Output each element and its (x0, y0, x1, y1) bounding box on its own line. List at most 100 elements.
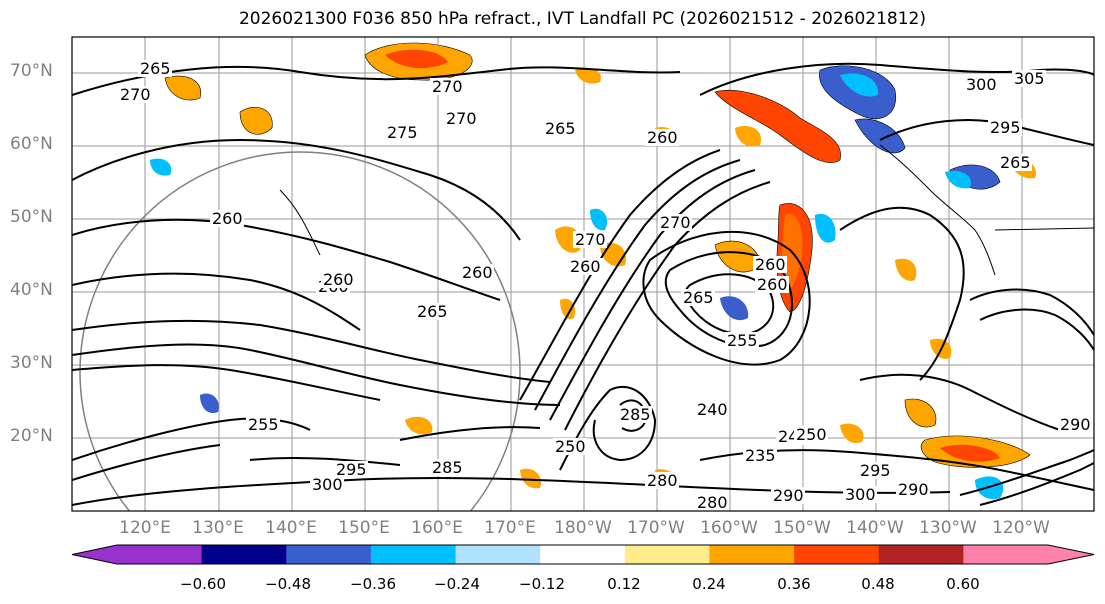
contour-label: 285 (620, 405, 651, 424)
contour-label-background (385, 124, 419, 141)
contour-label-background (1012, 70, 1046, 87)
contour-label-background (553, 438, 587, 455)
contour-label: 270 (432, 77, 463, 96)
contour-label-background (246, 416, 280, 433)
contour-label: 265 (1000, 153, 1031, 172)
lat-label-20n: 20°N (10, 426, 53, 446)
contour-label: 270 (575, 230, 606, 249)
colorbar-tick-label: −0.36 (350, 575, 396, 593)
contour-label: 300 (845, 485, 876, 504)
contour-label: 295 (336, 460, 367, 479)
colorbar-segment (878, 545, 964, 564)
contour-label: 260 (755, 255, 786, 274)
colorbar-tick-label: 0.24 (692, 575, 726, 593)
range-circle (79, 151, 521, 511)
contour-label: 295 (990, 118, 1021, 137)
contour-label: 260 (570, 257, 601, 276)
lon-label-130w: 130°W (919, 518, 977, 538)
contour-label-background (753, 256, 787, 273)
lat-label-60n: 60°N (10, 134, 53, 154)
contour-label-background (334, 461, 368, 478)
colorbar-extension-min (72, 545, 117, 564)
contour-label: 300 (966, 75, 997, 94)
contour-label: 275 (387, 123, 418, 142)
contour-label: 250 (555, 437, 586, 456)
contour-label: 240 (697, 400, 728, 419)
colorbar-segment (624, 545, 710, 564)
lon-label-130e: 130°E (192, 518, 244, 538)
colorbar-tick-label: 0.12 (607, 575, 641, 593)
lon-label-180w: 180°W (554, 518, 612, 538)
lon-label-120e: 120°E (119, 518, 171, 538)
contour-label: 260 (757, 275, 788, 294)
colorbar-outline (71, 544, 1095, 565)
map-frame (71, 36, 1095, 512)
contour-label-background (658, 214, 692, 231)
contour-label: 285 (432, 458, 463, 477)
colorbar-segment (794, 545, 880, 564)
contour-label-background (543, 120, 577, 137)
colorbar-tick-label: −0.24 (434, 575, 480, 593)
contour-label-background (310, 476, 344, 493)
colorbar-segment (540, 545, 626, 564)
lon-label-140w: 140°W (846, 518, 904, 538)
contour-label: 265 (545, 119, 576, 138)
contour-label: 255 (727, 331, 758, 350)
contour-label-background (755, 276, 789, 293)
colorbar-segment (963, 545, 1049, 564)
colorbar-segment (286, 545, 372, 564)
lon-label-160w: 160°W (700, 518, 758, 538)
colorbar-segment (455, 545, 541, 564)
colorbar-tick-label: −0.60 (180, 575, 226, 593)
contour-label-background (681, 289, 715, 306)
contour-label-background (743, 447, 777, 464)
contour-label: 265 (683, 288, 714, 307)
contour-label-background (573, 231, 607, 248)
contour-label-background (725, 332, 759, 349)
contour-label-background (771, 487, 805, 504)
contour-label: 265 (417, 302, 448, 321)
contour-label-background (618, 406, 652, 423)
contour-label-background (321, 271, 355, 288)
lon-label-150w: 150°W (773, 518, 831, 538)
contour-label-background (415, 303, 449, 320)
contour-label: 235 (745, 446, 776, 465)
contour-label: 270 (120, 85, 151, 104)
contour-label: 260 (647, 128, 678, 147)
colorbar-tick-label: 0.36 (777, 575, 811, 593)
contour-label-background (858, 462, 892, 479)
contour-label-background (896, 481, 930, 498)
contour-label: 270 (446, 109, 477, 128)
coastlines (279, 144, 1094, 276)
lat-label-70n: 70°N (10, 61, 53, 81)
contour-label: 290 (898, 480, 929, 499)
contour-label-background (138, 60, 172, 77)
lat-label-50n: 50°N (10, 207, 53, 227)
contour-label: 265 (140, 59, 171, 78)
contour-label: 295 (860, 461, 891, 480)
colorbar-segment (370, 545, 457, 564)
colorbar-segment (709, 545, 795, 564)
colorbar-segment (201, 545, 287, 564)
contour-label-background (988, 119, 1022, 136)
colorbar-segment (117, 545, 203, 564)
contour-label-background (794, 426, 828, 443)
contour-label: 300 (312, 475, 343, 494)
contour-label-background (210, 210, 244, 227)
colorbar-tick-label: 0.60 (946, 575, 980, 593)
contour-label-background (460, 264, 494, 281)
lat-label-30n: 30°N (10, 353, 53, 373)
map-title: 2026021300 F036 850 hPa refract., IVT La… (238, 9, 926, 29)
contour-label-background (843, 486, 877, 503)
contour-label-background (430, 459, 464, 476)
contour-label: 255 (248, 415, 279, 434)
contour-label: 290 (1060, 415, 1091, 434)
contour-label-background (568, 258, 602, 275)
contour-label: 290 (773, 486, 804, 505)
contour-label-background (444, 110, 478, 127)
contour-label-background (695, 401, 729, 418)
colorbar-tick-label: −0.12 (519, 575, 565, 593)
lon-label-170w: 170°W (627, 518, 685, 538)
contour-label: 260 (323, 270, 354, 289)
lon-label-160e: 160°E (411, 518, 463, 538)
